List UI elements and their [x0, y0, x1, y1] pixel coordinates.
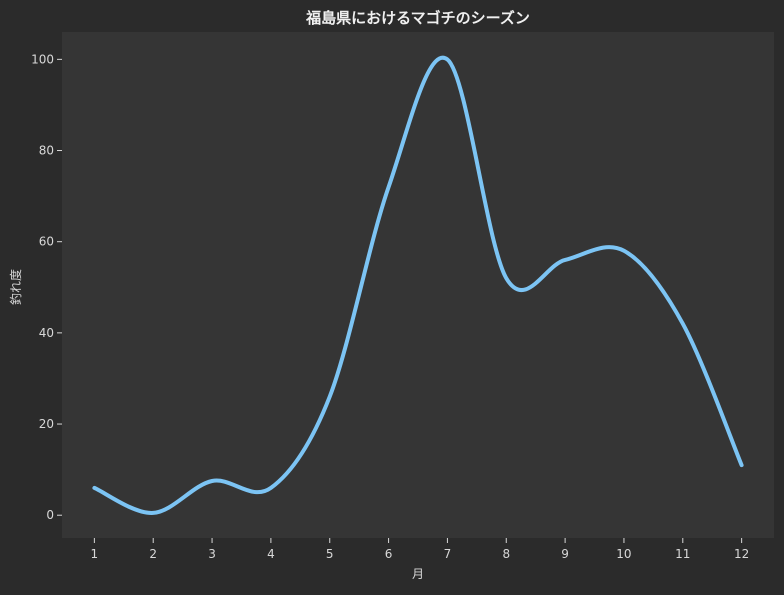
x-tick-label: 11: [675, 547, 690, 561]
plot-area: [62, 32, 774, 538]
y-tick-label: 80: [39, 144, 54, 158]
y-tick-label: 100: [31, 52, 54, 66]
x-tick-label: 4: [267, 547, 275, 561]
y-tick-label: 20: [39, 417, 54, 431]
y-tick-label: 40: [39, 326, 54, 340]
y-tick-label: 60: [39, 235, 54, 249]
series-group: [92, 55, 744, 515]
chart-title: 福島県におけるマゴチのシーズン: [305, 9, 530, 27]
x-tick-label: 2: [149, 547, 157, 561]
x-tick-label: 8: [502, 547, 510, 561]
x-tick-label: 12: [734, 547, 749, 561]
x-axis: 1 2 3 4 5 6 7 8 9 10 11 12: [91, 538, 749, 561]
x-tick-label: 9: [561, 547, 569, 561]
y-axis-label: 釣れ度: [8, 269, 23, 305]
x-tick-label: 7: [444, 547, 452, 561]
x-tick-label: 10: [616, 547, 631, 561]
x-tick-label: 6: [385, 547, 393, 561]
y-tick-label: 0: [46, 508, 54, 522]
x-axis-label: 月: [412, 567, 424, 581]
x-tick-label: 5: [326, 547, 334, 561]
y-axis: 0 20 40 60 80 100: [31, 52, 62, 522]
x-tick-label: 1: [91, 547, 99, 561]
series-line: [92, 55, 744, 515]
x-tick-label: 3: [208, 547, 216, 561]
